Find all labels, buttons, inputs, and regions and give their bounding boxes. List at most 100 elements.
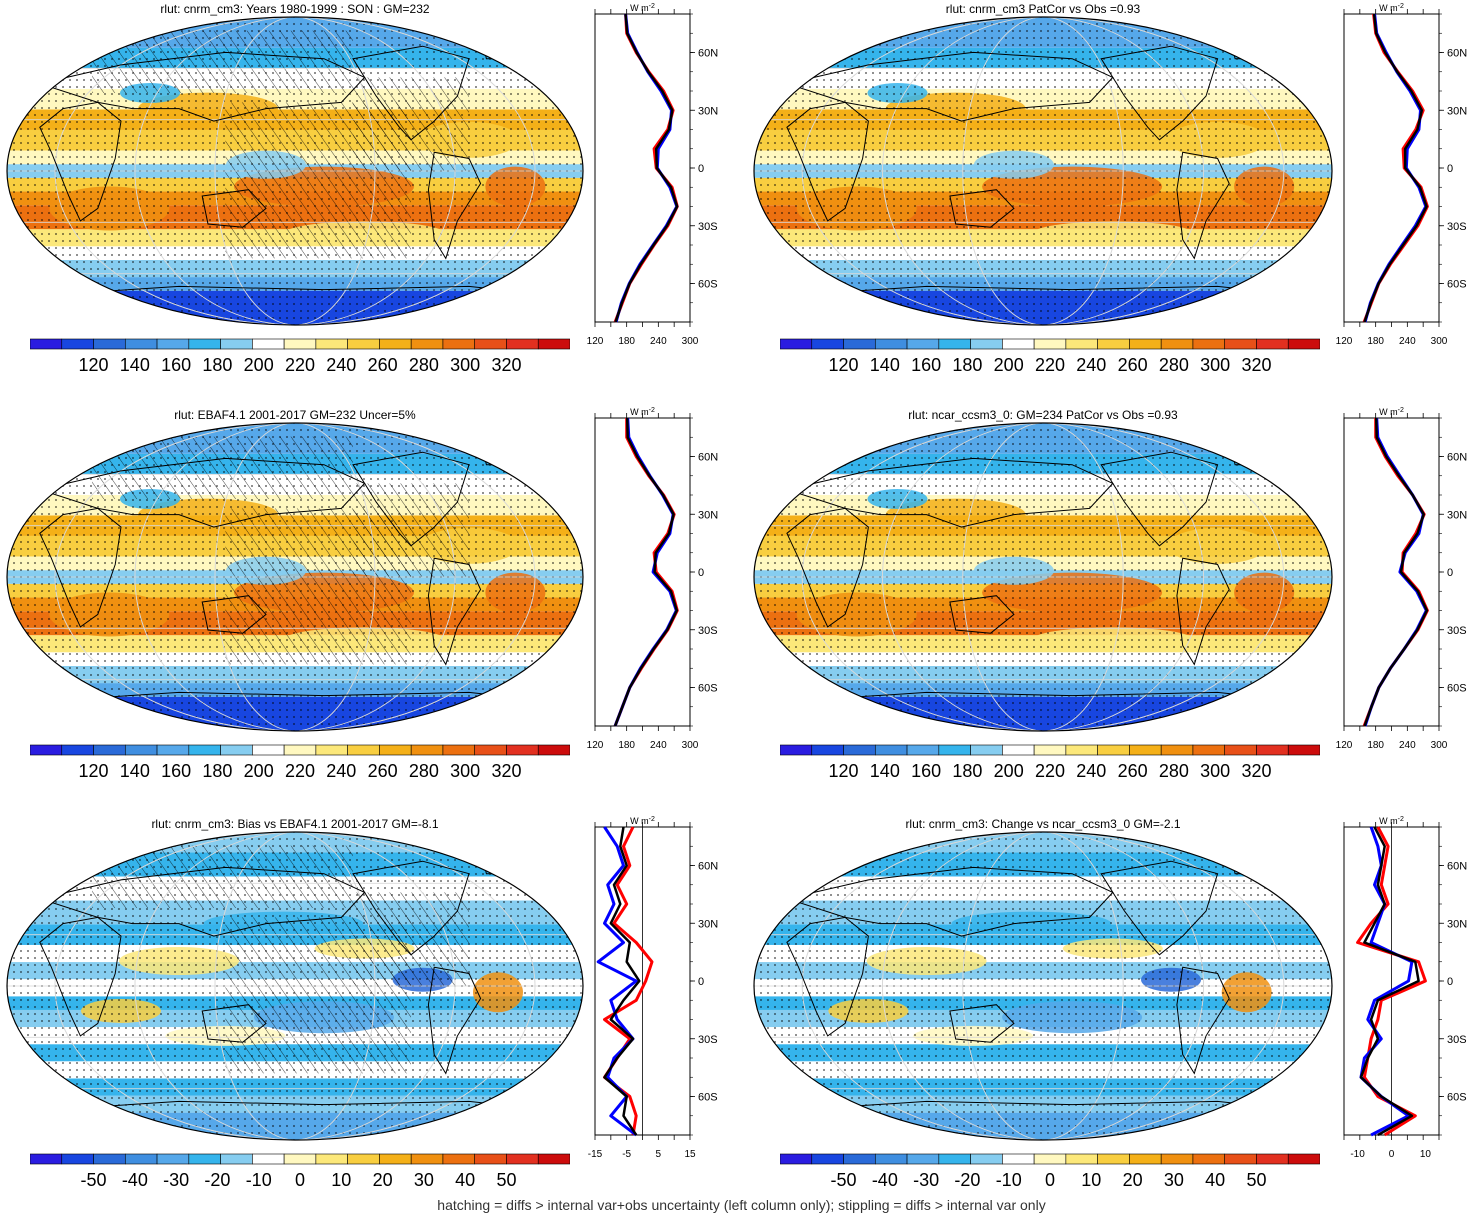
profile-x-tick-label: 240: [650, 336, 667, 347]
colorbar-tick-label: 320: [491, 355, 521, 375]
colorbar-tick-label: 160: [911, 355, 941, 375]
profile-x-tick-label: 240: [1399, 740, 1416, 751]
profile-obs-line: [613, 13, 679, 323]
panel-title: rlut: cnrm_cm3: Change vs ncar_ccsm3_0 G…: [905, 817, 1181, 831]
profile-x-tick-label: 120: [1336, 740, 1353, 751]
colorbar-tick-label: 280: [1159, 355, 1189, 375]
profile-x-tick-label: 240: [650, 740, 667, 751]
profile-x-tick-label: 120: [587, 740, 604, 751]
panel-title: rlut: cnrm_cm3: Years 1980-1999 : SON : …: [160, 2, 430, 16]
colorbar-tick-label: 20: [373, 1170, 393, 1190]
colorbar-tick-label: 180: [202, 355, 232, 375]
profile-lat-label: 0: [1447, 976, 1453, 988]
world-map: [6, 831, 584, 1141]
profile-x-tick-label: 180: [618, 336, 635, 347]
profile-lat-label: 60S: [1447, 279, 1467, 291]
colorbar-tick-label: 120: [829, 355, 859, 375]
colorbar-tick-label: 320: [1241, 355, 1271, 375]
profile-lat-label: 60S: [1447, 683, 1467, 695]
colorbar-tick-label: -40: [872, 1170, 898, 1190]
profile-unit-label: W m-2: [1379, 3, 1404, 13]
colorbar-tick-label: 260: [368, 761, 398, 781]
colorbar-tick-label: 140: [120, 761, 150, 781]
colorbar-tick-label: 20: [1123, 1170, 1143, 1190]
profile-lat-label: 30S: [1447, 1034, 1467, 1046]
profile-lat-label: 60S: [1447, 1092, 1467, 1104]
colorbar-tick-label: 120: [829, 761, 859, 781]
panel-title: rlut: cnrm_cm3: Bias vs EBAF4.1 2001-201…: [151, 817, 439, 831]
zonal-mean-profile: W m-2 60N 30N 0 30S 60S 120 180 240 300: [1336, 407, 1468, 751]
profile-model-line: [596, 826, 638, 1137]
colorbar-tick-label: 120: [79, 761, 109, 781]
colorbar: 120 140 160 180 200 220 240 260 280 300 320: [30, 744, 570, 781]
profile-x-tick-label: -10: [1350, 1149, 1365, 1160]
colorbar-tick-label: 120: [79, 355, 109, 375]
profile-x-tick-label: 120: [587, 336, 604, 347]
profile-lat-label: 60N: [698, 48, 718, 60]
profile-model-line: [613, 417, 678, 727]
profile-lat-label: 30S: [698, 1034, 718, 1046]
profile-mean-line: [603, 826, 641, 1136]
colorbar-tick-label: -40: [122, 1170, 148, 1190]
zonal-mean-profile: W m-2 60N 30N 0 30S 60S -15 -5 5 15: [588, 816, 718, 1160]
colorbar-tick-label: 300: [1200, 355, 1230, 375]
colorbar-tick-label: 180: [952, 761, 982, 781]
profile-mean-line: [1359, 826, 1420, 1137]
profile-obs-line: [613, 418, 679, 727]
zonal-mean-profile: W m-2 60N 30N 0 30S 60S 120 180 240 300: [587, 407, 719, 751]
profile-model-line: [614, 13, 679, 323]
profile-lat-label: 30S: [698, 625, 718, 637]
colorbar-tick-label: 280: [409, 355, 439, 375]
colorbar-tick-label: 50: [1246, 1170, 1266, 1190]
colorbar-tick-label: 300: [450, 761, 480, 781]
profile-unit-label: W m-2: [630, 3, 655, 13]
profile-x-tick-label: 300: [682, 336, 699, 347]
colorbar-tick-label: 0: [1045, 1170, 1055, 1190]
figure-caption: hatching = diffs > internal var+obs unce…: [437, 1197, 1046, 1213]
world-map: [6, 422, 584, 732]
colorbar-tick-label: 240: [326, 355, 356, 375]
profile-x-tick-label: 180: [1367, 740, 1384, 751]
panel-title: rlut: EBAF4.1 2001-2017 GM=232 Uncer=5%: [174, 408, 416, 422]
profile-mean-line: [613, 417, 679, 727]
profile-x-tick-label: -15: [588, 1149, 603, 1160]
colorbar-tick-label: 280: [409, 761, 439, 781]
profile-lat-label: 60S: [698, 279, 718, 291]
colorbar-tick-label: -30: [163, 1170, 189, 1190]
colorbar: 120 140 160 180 200 220 240 260 280 300 320: [30, 338, 570, 375]
profile-unit-label: W m-2: [630, 816, 655, 826]
profile-lat-label: 0: [1447, 567, 1453, 579]
colorbar-tick-label: 180: [952, 355, 982, 375]
profile-lat-label: 30N: [698, 918, 718, 930]
profile-model-line: [1363, 417, 1428, 727]
colorbar-tick-label: 160: [161, 761, 191, 781]
profile-x-tick-label: 300: [1431, 336, 1448, 347]
colorbar-tick-label: 280: [1159, 761, 1189, 781]
colorbar-tick-label: 240: [1076, 355, 1106, 375]
world-map: [753, 831, 1333, 1141]
colorbar-tick-label: 300: [1200, 761, 1230, 781]
world-map: [753, 422, 1333, 732]
profile-model-line: [1363, 13, 1428, 323]
profile-x-tick-label: -5: [622, 1149, 631, 1160]
colorbar-tick-label: 40: [1205, 1170, 1225, 1190]
profile-x-tick-label: 15: [684, 1149, 696, 1160]
profile-x-tick-label: 10: [1420, 1149, 1432, 1160]
colorbar-tick-label: -30: [913, 1170, 939, 1190]
colorbar-tick-label: 220: [1035, 761, 1065, 781]
profile-obs-line: [1362, 13, 1429, 323]
profile-unit-label: W m-2: [1379, 407, 1404, 417]
profile-lat-label: 30S: [698, 221, 718, 233]
colorbar-tick-label: 140: [870, 761, 900, 781]
profile-obs-line: [603, 826, 654, 1136]
colorbar-tick-label: 240: [1076, 761, 1106, 781]
colorbar-tick-label: 200: [994, 761, 1024, 781]
profile-lat-label: 0: [698, 976, 704, 988]
colorbar-tick-label: 30: [1164, 1170, 1184, 1190]
profile-lat-label: 30N: [698, 105, 718, 117]
profile-x-tick-label: 0: [1389, 1149, 1395, 1160]
profile-mean-line: [614, 13, 679, 323]
panel-title: rlut: cnrm_cm3 PatCor vs Obs =0.93: [945, 2, 1141, 16]
colorbar-tick-label: 30: [414, 1170, 434, 1190]
colorbar-tick-label: 140: [120, 355, 150, 375]
